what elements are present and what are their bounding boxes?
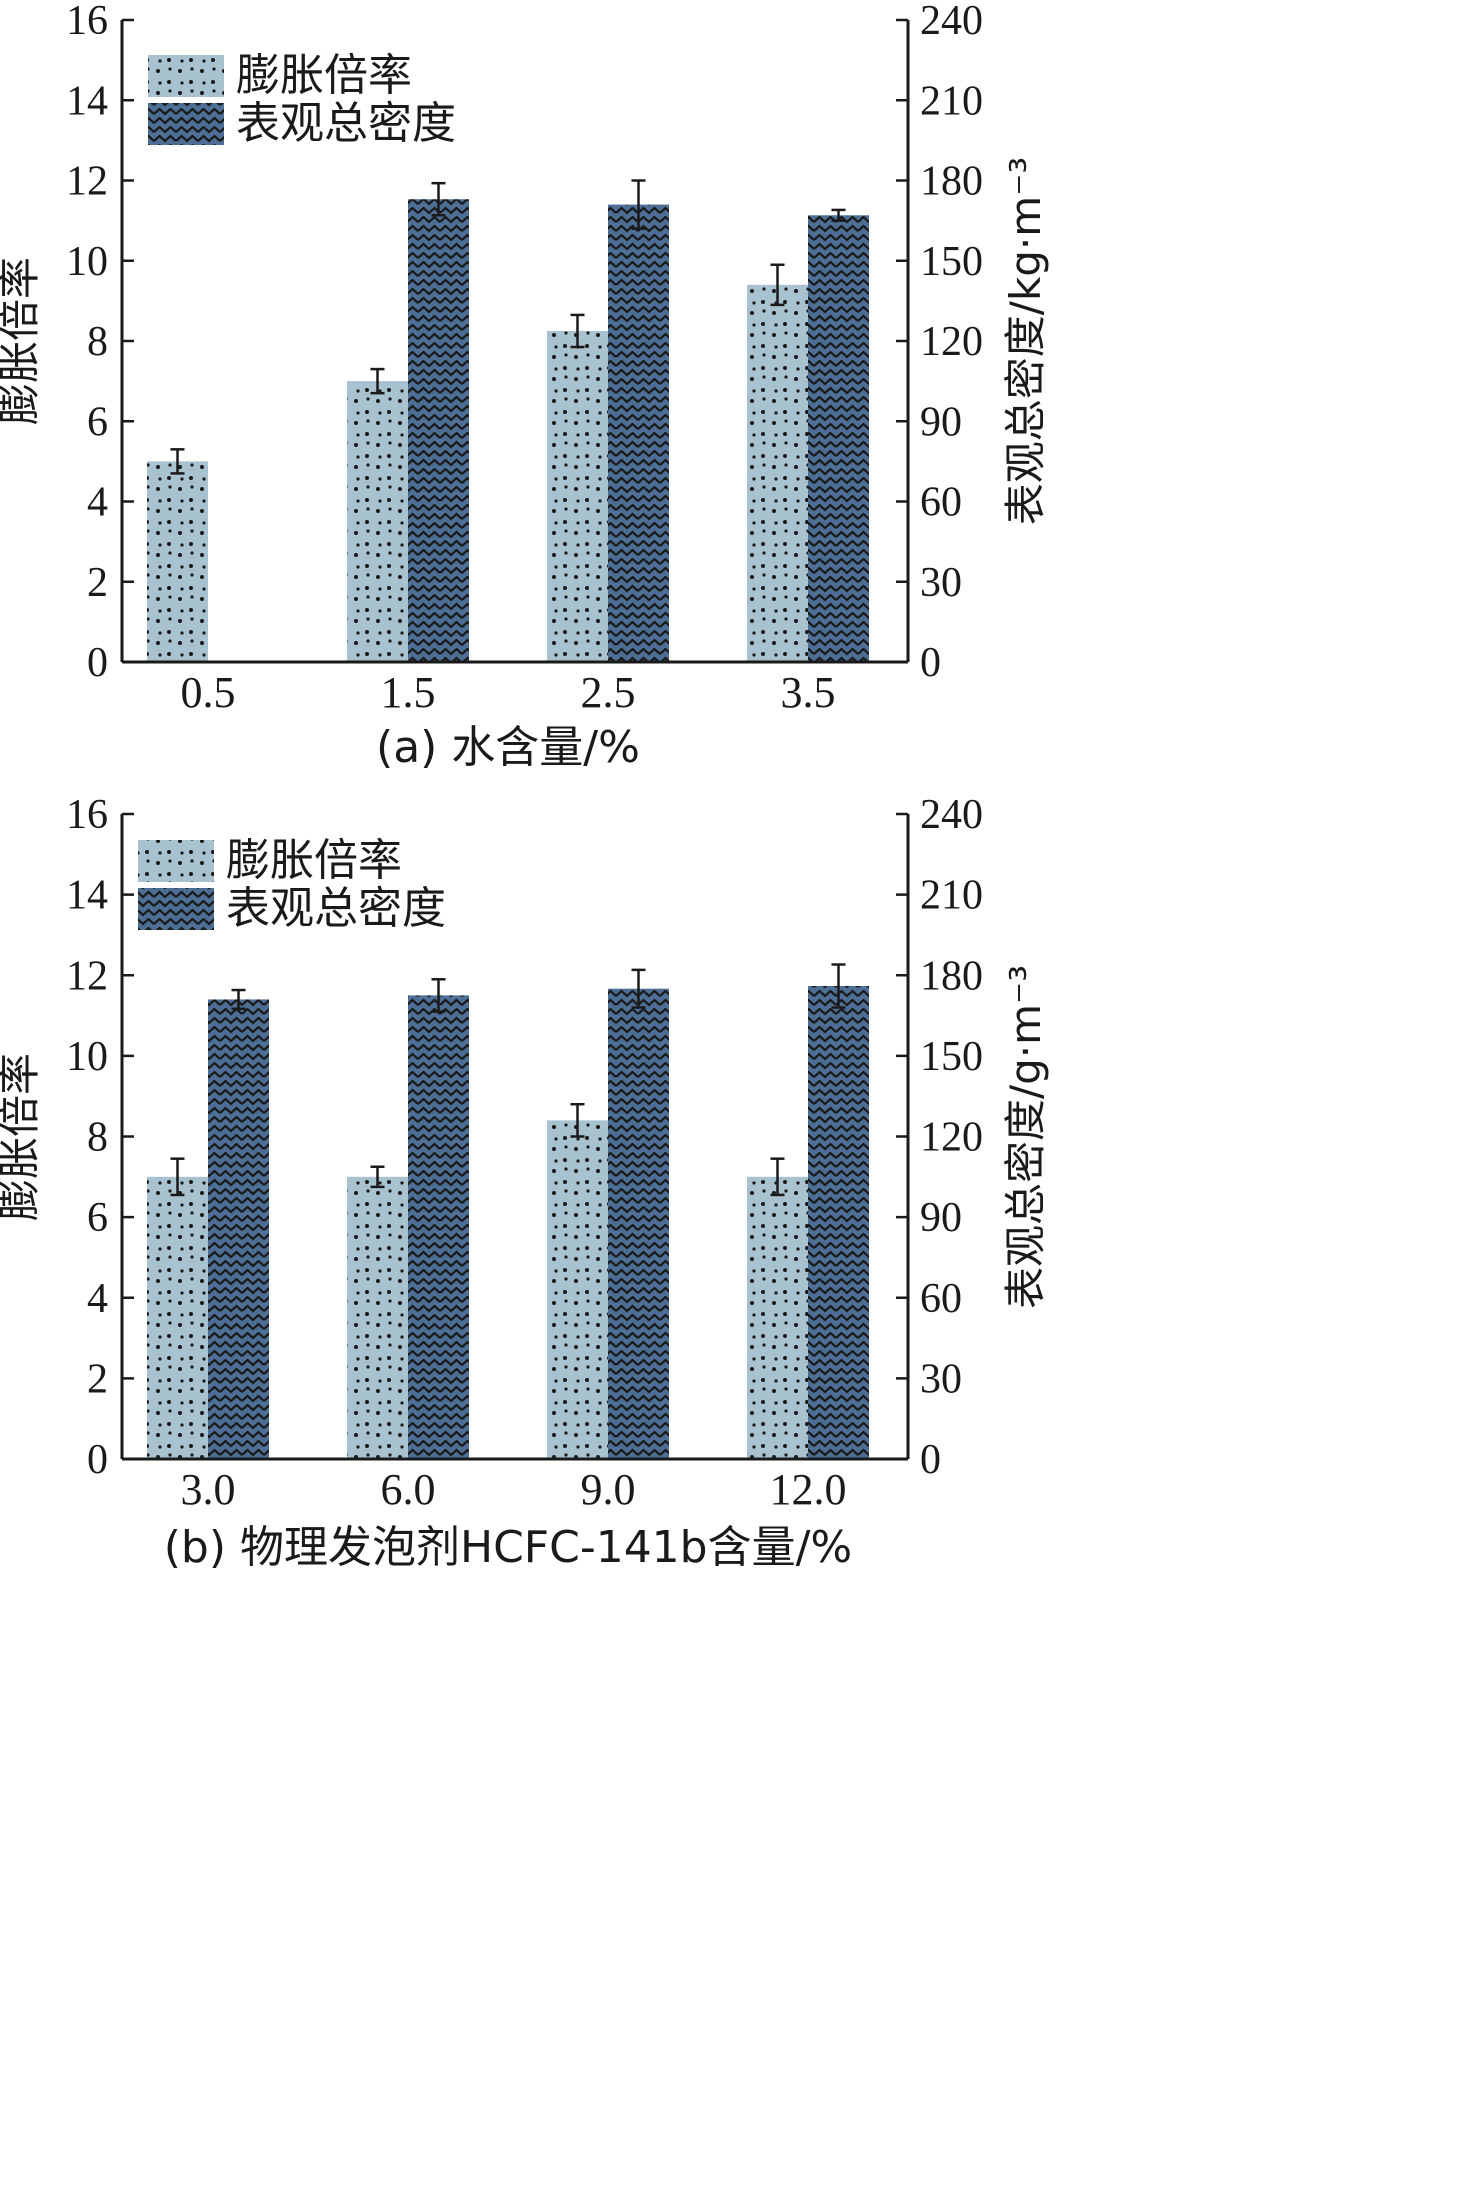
panel-a-left-tick-label: 0 (87, 640, 108, 686)
panel-a-right-tick-label: 90 (920, 399, 962, 445)
legend-label-expansion: 膨胀倍率 (226, 835, 402, 886)
panel-b-legend: 膨胀倍率 表观总密度 (138, 835, 446, 934)
panel-a-left-tick-label: 16 (66, 0, 108, 44)
panel-b-x-tick-label: 6.0 (381, 1465, 436, 1514)
panel-a-bar-expansion (547, 330, 608, 662)
panel-b-x-tick-label: 12.0 (770, 1465, 847, 1514)
legend-swatch-density (148, 103, 224, 145)
panel-b-right-tick-label: 30 (920, 1356, 962, 1402)
panel-b-right-tick-label: 180 (920, 953, 983, 999)
panel-a-legend: 膨胀倍率 表观总密度 (148, 50, 456, 149)
panel-b-left-tick-label: 6 (87, 1195, 108, 1241)
panel-a-left-tick-label: 2 (87, 560, 108, 606)
panel-b-right-tick-label: 0 (920, 1437, 941, 1483)
panel-a-right-tick-label: 180 (920, 159, 983, 205)
panel-b-plot-area: 0 2 4 6 8 10 12 14 16 0 30 60 90 120 150 180 210 240 3.0 6.… (66, 792, 983, 1514)
panel-b-bar-density (808, 986, 869, 1459)
legend-label-density: 表观总密度 (236, 98, 456, 149)
panel-a-plot-area: 0 2 4 6 8 10 12 14 16 0 30 60 90 120 150 180 210 240 0.5 1.… (66, 0, 983, 717)
panel-a-x-tick-label: 3.5 (781, 668, 836, 717)
panel-a-bar-expansion (147, 461, 208, 662)
panel-a-right-ylabel: 表观总密度/kg·m⁻³ (1001, 157, 1050, 525)
panel-b-bar-density (608, 988, 669, 1459)
panel-b-bar-expansion (747, 1176, 808, 1459)
panel-a: 0 2 4 6 8 10 12 14 16 0 30 60 90 120 150 180 210 240 0.5 1.… (0, 0, 1050, 773)
panel-b-right-tick-label: 60 (920, 1276, 962, 1322)
panel-a-left-tick-label: 12 (66, 159, 108, 205)
panel-a-x-tick-label: 0.5 (181, 668, 236, 717)
panel-b-left-tick-label: 8 (87, 1115, 108, 1161)
panel-b-bar-expansion (347, 1176, 408, 1459)
panel-a-left-ylabel: 膨胀倍率 (0, 257, 44, 425)
panel-b-left-tick-label: 10 (66, 1034, 108, 1080)
panel-b-right-tick-label: 90 (920, 1195, 962, 1241)
legend-swatch-density (138, 888, 214, 930)
panel-a-bar-density (808, 215, 869, 662)
panel-b-bar-expansion (547, 1120, 608, 1459)
panel-b: 0 2 4 6 8 10 12 14 16 0 30 60 90 120 150 180 210 240 3.0 6.… (0, 792, 1050, 1573)
panel-a-left-tick-label: 4 (87, 480, 108, 526)
panel-a-left-tick-label: 14 (66, 78, 108, 124)
panel-a-left-tick-label: 8 (87, 319, 108, 365)
panel-a-right-tick-label: 0 (920, 640, 941, 686)
panel-b-left-ylabel: 膨胀倍率 (0, 1053, 44, 1221)
panel-b-x-tick-label: 9.0 (581, 1465, 636, 1514)
panel-b-bar-expansion (147, 1176, 208, 1459)
panel-a-right-tick-label: 120 (920, 319, 983, 365)
panel-b-right-tick-label: 210 (920, 873, 983, 919)
panel-b-bar-density (408, 995, 469, 1459)
panel-a-x-tick-label: 2.5 (581, 668, 636, 717)
panel-a-right-tick-label: 30 (920, 560, 962, 606)
legend-label-expansion: 膨胀倍率 (236, 50, 412, 101)
panel-b-left-tick-label: 2 (87, 1356, 108, 1402)
panel-b-bar-density (208, 999, 269, 1459)
panel-b-left-tick-label: 4 (87, 1276, 108, 1322)
panel-a-right-tick-label: 240 (920, 0, 983, 44)
panel-a-right-tick-label: 210 (920, 78, 983, 124)
panel-b-left-tick-label: 14 (66, 873, 108, 919)
panel-b-x-tick-label: 3.0 (181, 1465, 236, 1514)
panel-b-right-tick-label: 120 (920, 1115, 983, 1161)
panel-b-right-ylabel: 表观总密度/g·m⁻³ (1001, 965, 1050, 1309)
panel-a-left-tick-label: 6 (87, 399, 108, 445)
panel-a-bar-expansion (747, 284, 808, 662)
panel-b-left-tick-label: 16 (66, 792, 108, 838)
legend-swatch-expansion (138, 840, 214, 882)
panel-b-left-tick-label: 12 (66, 953, 108, 999)
panel-a-bar-expansion (347, 381, 408, 662)
panel-a-x-title: (a) 水含量/% (376, 722, 640, 773)
panel-a-right-tick-label: 60 (920, 480, 962, 526)
panel-a-left-tick-label: 10 (66, 239, 108, 285)
panel-a-x-tick-label: 1.5 (381, 668, 436, 717)
panel-a-right-tick-label: 150 (920, 239, 983, 285)
panel-b-left-tick-label: 0 (87, 1437, 108, 1483)
panel-b-right-tick-label: 240 (920, 792, 983, 838)
panel-b-x-title: (b) 物理发泡剂HCFC-141b含量/% (164, 1522, 853, 1573)
legend-label-density: 表观总密度 (226, 883, 446, 934)
panel-a-bar-density (608, 204, 669, 662)
panel-a-bar-density (408, 199, 469, 662)
panel-b-right-tick-label: 150 (920, 1034, 983, 1080)
legend-swatch-expansion (148, 55, 224, 97)
